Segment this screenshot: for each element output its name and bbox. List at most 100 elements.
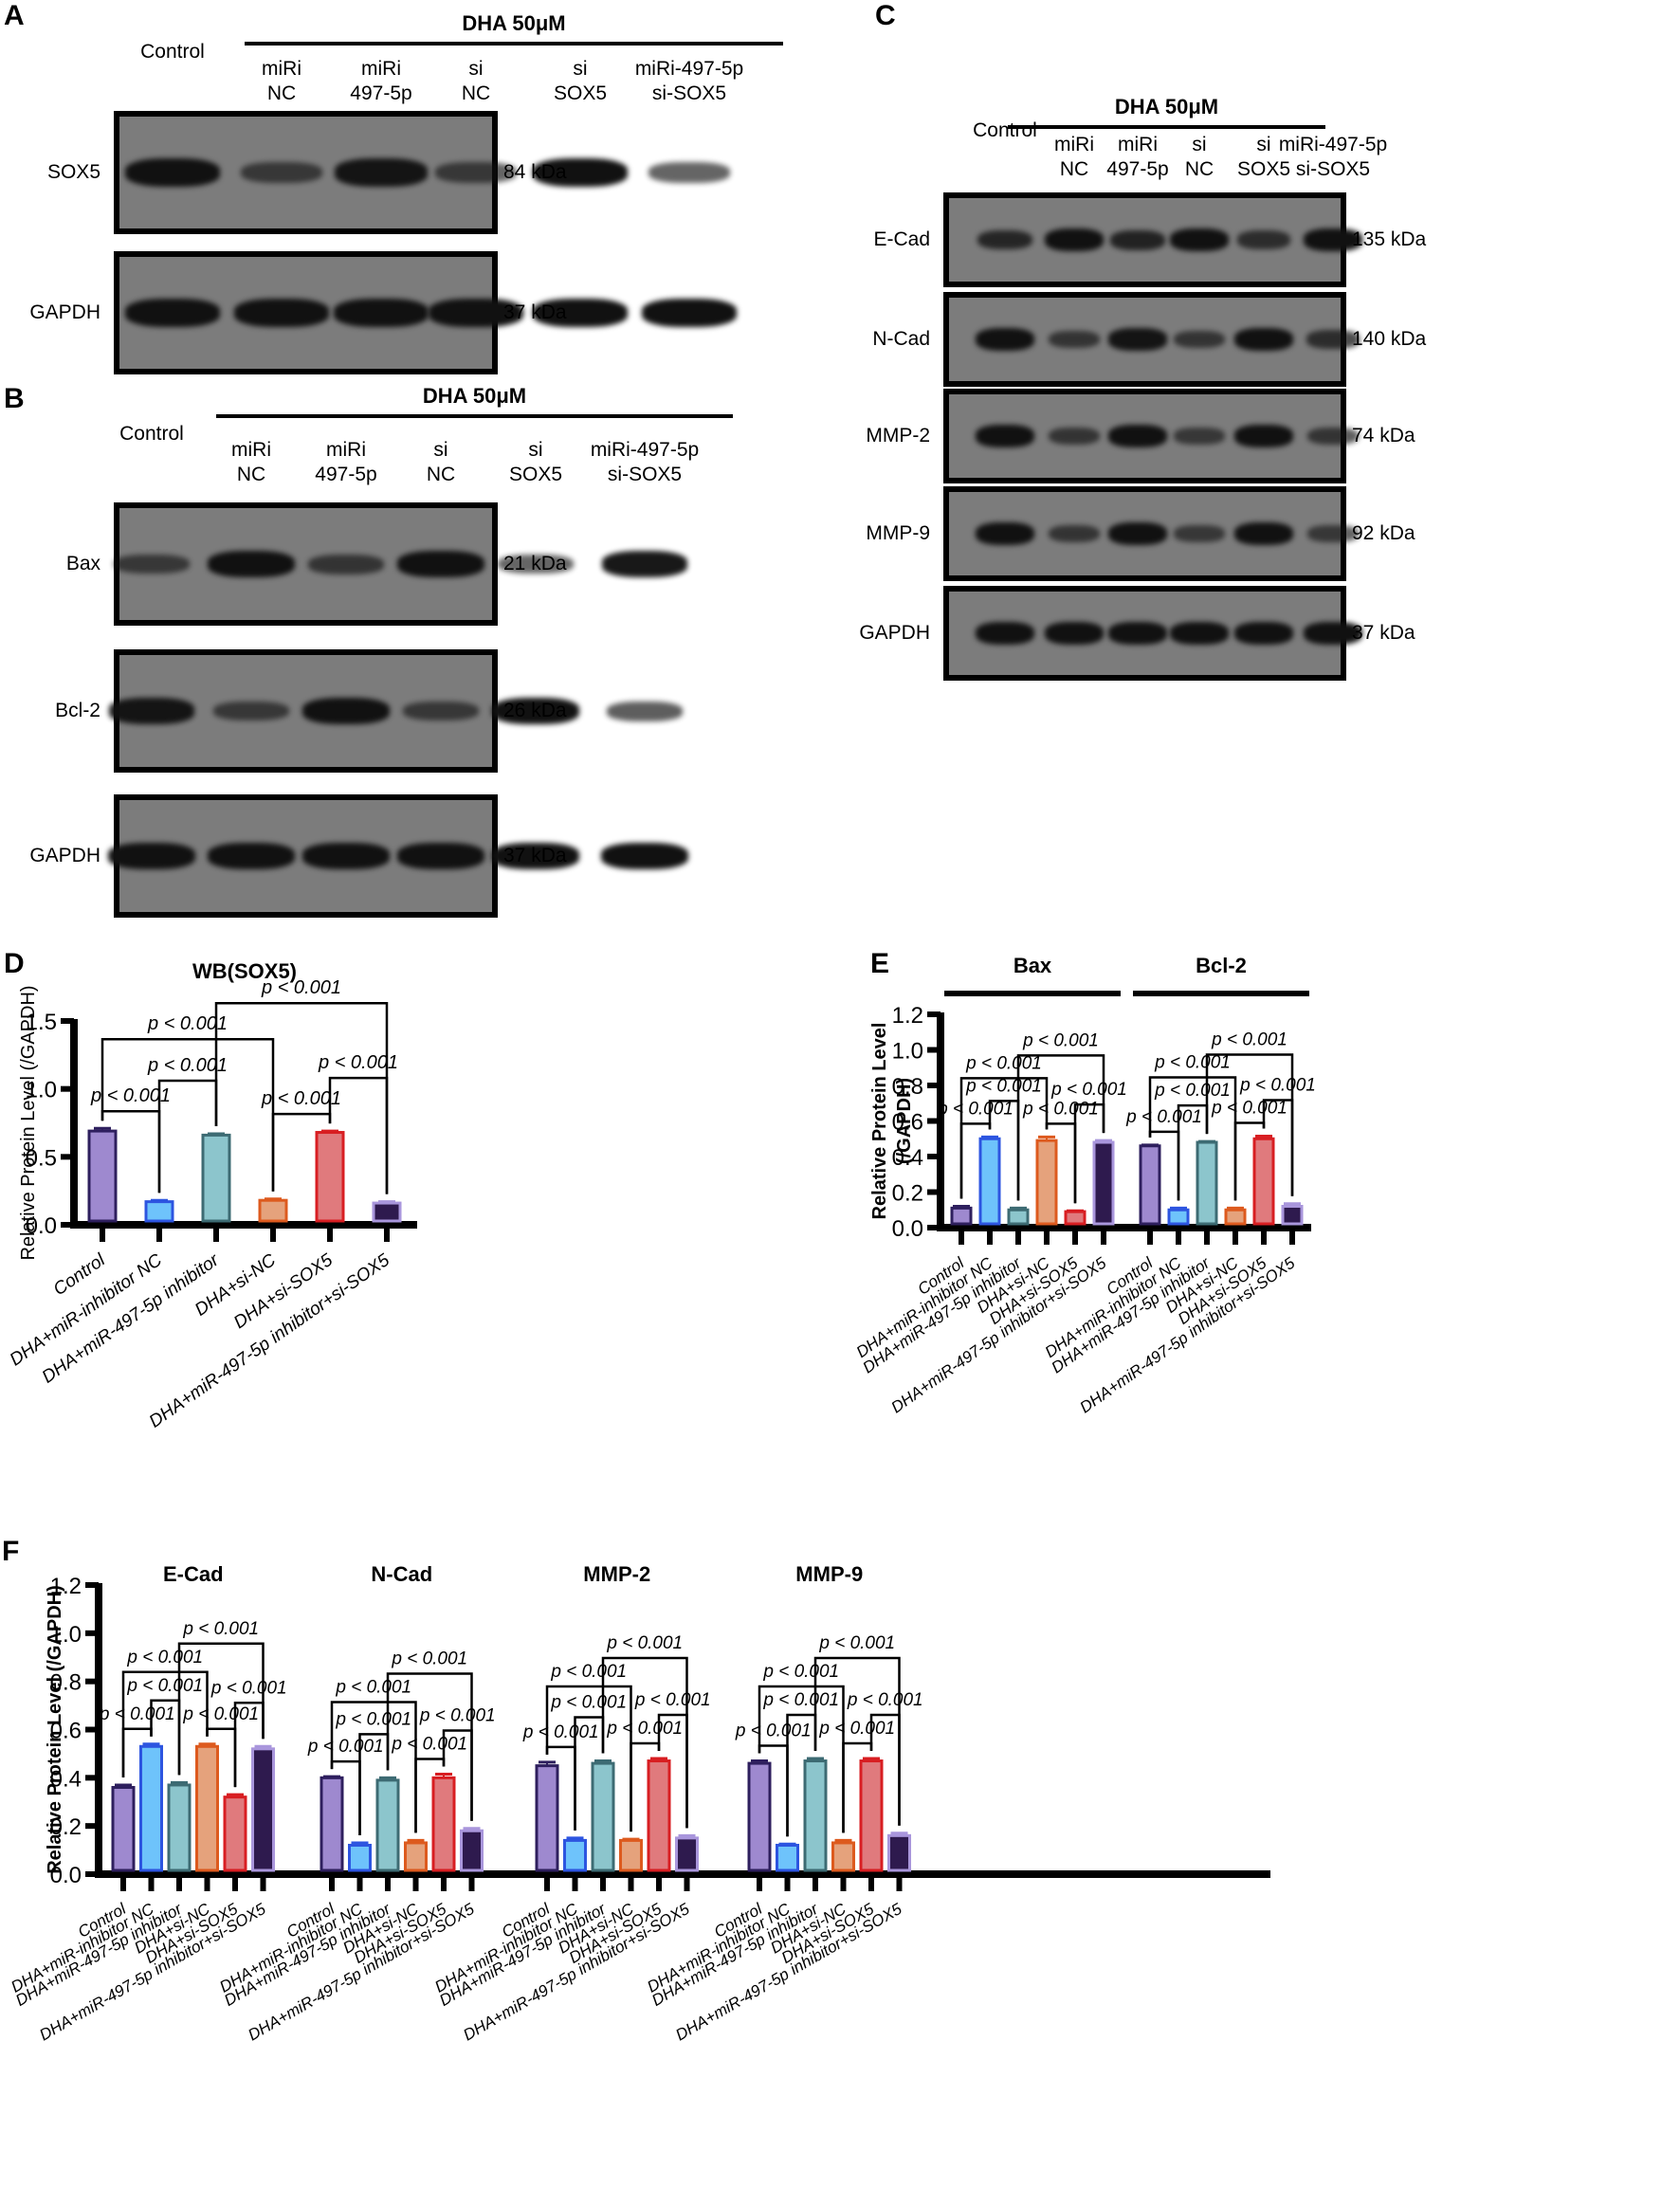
protein-band <box>240 162 323 183</box>
lane-label: miRi 497-5p <box>315 439 377 485</box>
significance-bracket <box>959 1077 1049 1199</box>
y-axis-label: Relative Protein Level (/GAPDH) <box>18 985 39 1260</box>
p-value-label: p < 0.001 <box>1154 1081 1231 1101</box>
y-axis-label: Relative Protein Level (/GAPDH) <box>869 1023 915 1220</box>
group-title: Bcl-2 <box>1196 954 1247 977</box>
significance-bracket <box>177 1642 265 1776</box>
protein-band <box>976 425 1034 447</box>
blot-row-label: Bcl-2 <box>55 700 100 721</box>
protein-band <box>601 551 688 577</box>
protein-band <box>1307 525 1359 542</box>
blot-bax <box>114 502 688 626</box>
lane-label: si NC <box>426 439 456 485</box>
blot-bcl-2 <box>108 649 684 773</box>
y-tick-label: 0.4 <box>50 1766 82 1792</box>
bar <box>803 1759 828 1872</box>
molecular-weight-label: 37 kDa <box>1352 622 1415 644</box>
bar <box>111 1786 136 1872</box>
molecular-weight-label: 135 kDa <box>1352 228 1427 250</box>
bar <box>1092 1140 1115 1226</box>
y-axis-label-line: Relative Protein Level <box>869 1023 890 1220</box>
protein-band <box>208 551 295 577</box>
bar <box>591 1761 615 1872</box>
bar <box>747 1761 772 1872</box>
bar <box>950 1206 973 1226</box>
protein-band <box>601 843 688 869</box>
significance-bracket <box>601 1656 688 1829</box>
bar <box>195 1744 219 1872</box>
protein-band <box>1234 522 1293 545</box>
p-value-label: p < 0.001 <box>307 1737 384 1757</box>
molecular-weight-label: 37 kDa <box>503 845 567 866</box>
bar <box>776 1844 799 1872</box>
y-tick-label: 0.5 <box>26 1145 57 1171</box>
protein-band <box>208 843 295 869</box>
panel-letter: D <box>4 948 25 979</box>
blot-gapdh <box>114 251 737 374</box>
protein-band <box>1109 229 1166 250</box>
blot-row-label: SOX5 <box>46 161 100 183</box>
p-value-label: p < 0.001 <box>1211 1098 1287 1118</box>
panel-letter: A <box>4 0 25 31</box>
protein-band <box>125 158 220 187</box>
p-value-label: p < 0.001 <box>965 1053 1042 1073</box>
p-value-label: p < 0.001 <box>965 1076 1042 1096</box>
lane-label: si SOX5 <box>1236 134 1291 180</box>
bar <box>1035 1139 1058 1226</box>
panel-letter: F <box>2 1536 20 1567</box>
blot-row-label: GAPDH <box>29 301 100 323</box>
bar <box>563 1838 587 1872</box>
protein-band <box>1170 228 1229 251</box>
p-value-label: p < 0.001 <box>391 1649 467 1669</box>
y-tick-label: 0.0 <box>50 1863 82 1888</box>
panel-letter: C <box>875 0 896 31</box>
y-tick-label: 0.8 <box>892 1074 923 1100</box>
bar <box>167 1783 192 1872</box>
protein-band <box>108 698 195 724</box>
protein-band <box>1045 622 1104 645</box>
significance-bracket <box>1148 1076 1237 1201</box>
bar <box>404 1841 428 1872</box>
molecular-weight-label: 84 kDa <box>503 161 567 183</box>
lane-label: si NC <box>1184 134 1214 180</box>
bar <box>375 1778 400 1872</box>
protein-band <box>302 843 390 869</box>
panel-letter: E <box>870 948 890 979</box>
p-value-label: p < 0.001 <box>126 1648 203 1667</box>
bar <box>1196 1140 1218 1226</box>
y-tick-label: 0.6 <box>50 1719 82 1744</box>
lane-label: Control <box>140 41 205 63</box>
molecular-weight-label: 140 kDa <box>1352 328 1427 350</box>
lane-label: miRi-497-5p si-SOX5 <box>590 439 700 485</box>
protein-band <box>492 698 579 724</box>
significance-bracket <box>1205 1053 1294 1196</box>
protein-band <box>1108 522 1167 545</box>
lane-label: miRi-497-5p si-SOX5 <box>634 58 744 104</box>
bar <box>831 1841 855 1872</box>
y-tick-label: 1.0 <box>26 1078 57 1103</box>
bar <box>320 1776 344 1872</box>
protein-band <box>397 551 484 577</box>
protein-band <box>1306 428 1360 445</box>
bar <box>1224 1208 1247 1226</box>
bar <box>460 1829 484 1872</box>
y-tick-label: 0.2 <box>892 1181 923 1207</box>
significance-bracket <box>100 1037 275 1192</box>
group-title: E-Cad <box>163 1562 224 1586</box>
protein-band <box>1234 622 1293 645</box>
bar <box>859 1759 884 1872</box>
bar <box>1281 1205 1304 1226</box>
treatment-label: DHA 50μM <box>1114 95 1219 118</box>
p-value-label: p < 0.001 <box>335 1709 411 1729</box>
blot-sox5 <box>114 111 731 234</box>
treatment-label: DHA 50μM <box>462 11 566 35</box>
blot-row-label: N-Cad <box>872 328 930 350</box>
lane-label: si NC <box>461 58 491 104</box>
bar <box>201 1133 231 1223</box>
protein-band <box>114 554 190 574</box>
protein-band <box>1304 228 1362 251</box>
p-value-label: p < 0.001 <box>762 1690 839 1710</box>
protein-band <box>213 701 289 721</box>
y-tick-label: 1.2 <box>50 1574 82 1599</box>
